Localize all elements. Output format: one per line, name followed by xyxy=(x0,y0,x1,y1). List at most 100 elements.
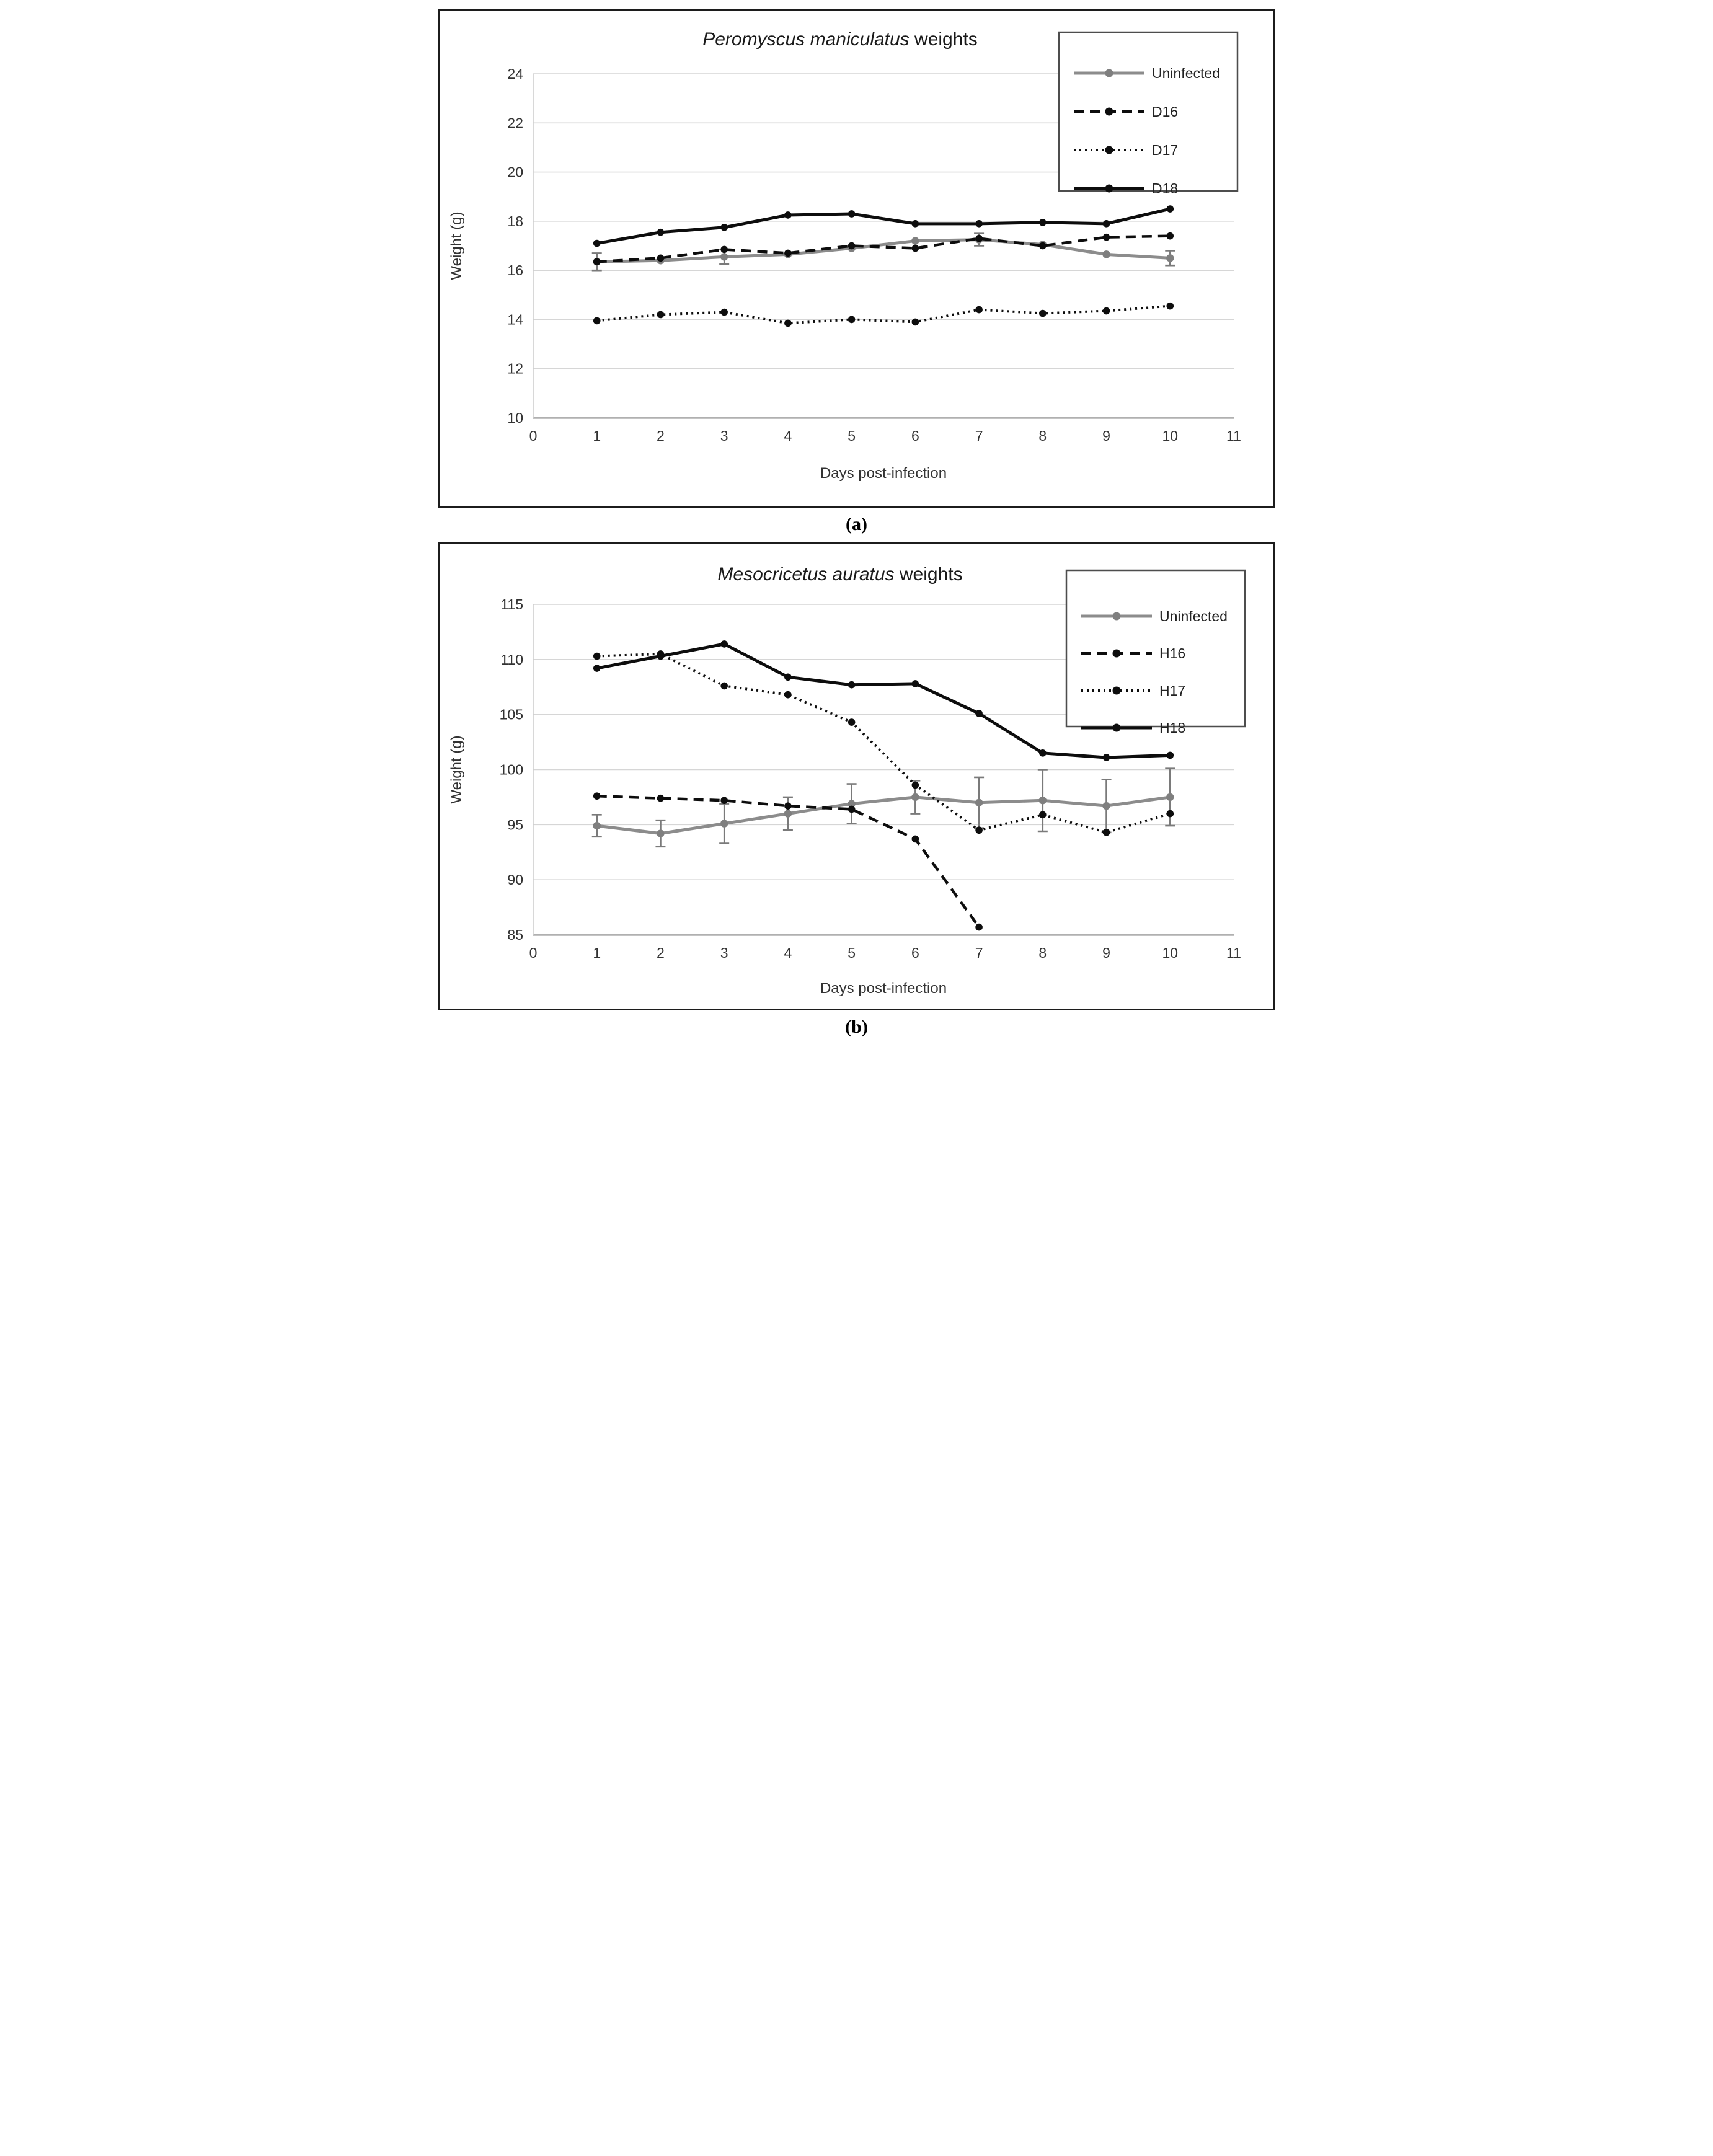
legend-label: Uninfected xyxy=(1159,608,1228,624)
legend-item-d18: D18 xyxy=(1074,180,1178,197)
x-tick-label: 3 xyxy=(720,945,728,961)
x-tick-labels: 0 1 2 3 4 5 6 7 8 9 10 11 xyxy=(529,945,1241,961)
panel-b: 115 110 105 100 95 90 85 0 1 2 3 4 5 6 7 8 9 10 11 Days pos… xyxy=(438,542,1275,1010)
series-d18 xyxy=(593,205,1174,247)
legend-marker xyxy=(1105,184,1113,193)
y-tick-label: 10 xyxy=(507,410,523,426)
x-tick-label: 4 xyxy=(784,428,792,444)
x-tick-label: 11 xyxy=(1226,945,1241,961)
series-line xyxy=(596,642,1171,759)
data-point-marker xyxy=(1038,797,1047,805)
x-tick-label: 11 xyxy=(1226,428,1241,444)
data-point-marker xyxy=(593,665,601,672)
y-tick-labels: 24 22 20 18 16 14 12 10 xyxy=(507,66,523,426)
x-tick-labels: 0 1 2 3 4 5 6 7 8 9 10 11 xyxy=(529,428,1241,444)
data-point-marker xyxy=(784,211,792,219)
data-point-marker xyxy=(848,242,856,250)
data-point-marker xyxy=(848,681,856,689)
data-point-marker xyxy=(657,311,665,319)
legend-label: D18 xyxy=(1152,180,1178,197)
legend-label: D17 xyxy=(1152,142,1178,158)
data-point-marker xyxy=(720,245,728,254)
data-point-marker xyxy=(1166,751,1174,759)
data-point-marker xyxy=(975,798,983,806)
data-point-marker xyxy=(1039,309,1047,317)
x-tick-label: 8 xyxy=(1038,945,1047,961)
y-tick-label: 22 xyxy=(507,115,523,131)
legend-marker xyxy=(1105,146,1113,154)
data-point-marker xyxy=(848,718,856,726)
data-point-marker xyxy=(720,308,728,316)
legend-item-uninfected: Uninfected xyxy=(1081,608,1228,624)
x-tick-label: 10 xyxy=(1162,945,1178,961)
y-tick-labels: 115 110 105 100 95 90 85 xyxy=(500,596,523,943)
legend-label: H17 xyxy=(1159,683,1185,699)
x-axis-title: Days post-infection xyxy=(820,465,947,482)
data-point-marker xyxy=(911,793,919,802)
data-point-marker xyxy=(975,306,983,314)
legend-label: Uninfected xyxy=(1152,65,1220,81)
data-point-marker xyxy=(911,220,919,228)
data-point-marker xyxy=(911,835,919,843)
x-tick-label: 1 xyxy=(593,945,601,961)
legend-item-h18: H18 xyxy=(1081,720,1185,736)
x-tick-label: 10 xyxy=(1162,428,1178,444)
y-tick-label: 115 xyxy=(500,596,523,612)
data-point-marker xyxy=(1166,254,1174,262)
data-point-marker xyxy=(784,319,792,327)
y-tick-label: 12 xyxy=(507,361,523,377)
data-point-marker xyxy=(720,223,728,231)
y-tick-label: 85 xyxy=(507,927,523,943)
data-point-marker xyxy=(848,210,856,218)
series-d17 xyxy=(593,302,1174,327)
data-point-marker xyxy=(593,792,601,800)
data-point-marker xyxy=(1102,828,1110,836)
data-point-marker xyxy=(593,258,601,266)
legend-item-d17: D17 xyxy=(1074,142,1178,158)
data-point-marker xyxy=(784,810,792,818)
legend-marker xyxy=(1112,612,1121,621)
legend: Uninfected D16 D17 D18 xyxy=(1058,31,1239,197)
data-point-marker xyxy=(848,316,856,324)
series-h16 xyxy=(593,792,983,931)
data-point-marker xyxy=(657,829,665,837)
x-tick-label: 0 xyxy=(529,428,538,444)
data-point-marker xyxy=(1166,793,1174,802)
data-point-marker xyxy=(848,805,856,813)
data-point-marker xyxy=(720,797,728,805)
series-line xyxy=(596,304,1171,325)
x-tick-label: 9 xyxy=(1102,428,1110,444)
data-point-marker xyxy=(911,318,919,326)
panel-b-label: (b) xyxy=(845,1017,868,1037)
data-point-marker xyxy=(1102,307,1110,315)
data-point-marker xyxy=(1102,233,1110,241)
chart-b: 115 110 105 100 95 90 85 0 1 2 3 4 5 6 7 8 9 10 11 Days pos… xyxy=(448,564,1246,997)
data-point-marker xyxy=(911,244,919,252)
series-d16 xyxy=(593,232,1174,266)
gridlines xyxy=(533,73,1234,419)
x-tick-label: 2 xyxy=(657,428,665,444)
data-point-marker xyxy=(657,652,665,660)
y-tick-label: 16 xyxy=(507,262,523,278)
figure-page: 24 22 20 18 16 14 12 10 0 1 2 3 4 5 6 7 8 9 10 11 Days post-… xyxy=(428,0,1285,1051)
data-point-marker xyxy=(1166,810,1174,818)
legend-item-uninfected: Uninfected xyxy=(1074,65,1220,81)
x-tick-label: 7 xyxy=(975,945,983,961)
data-point-marker xyxy=(1102,250,1110,258)
y-tick-label: 18 xyxy=(507,213,523,229)
series-line xyxy=(596,207,1171,245)
y-tick-label: 110 xyxy=(500,652,523,668)
data-point-marker xyxy=(784,673,792,681)
data-point-marker xyxy=(784,802,792,810)
data-point-marker xyxy=(911,237,919,245)
legend-item-h16: H16 xyxy=(1081,645,1185,661)
legend-marker xyxy=(1105,107,1113,116)
data-point-marker xyxy=(1166,302,1174,310)
legend-item-h17: H17 xyxy=(1081,683,1185,699)
series-line xyxy=(596,238,1171,263)
y-tick-label: 105 xyxy=(500,707,523,723)
series-h18 xyxy=(593,640,1174,761)
y-tick-label: 90 xyxy=(507,872,523,888)
data-point-marker xyxy=(1102,802,1110,810)
y-tick-label: 24 xyxy=(507,66,523,82)
